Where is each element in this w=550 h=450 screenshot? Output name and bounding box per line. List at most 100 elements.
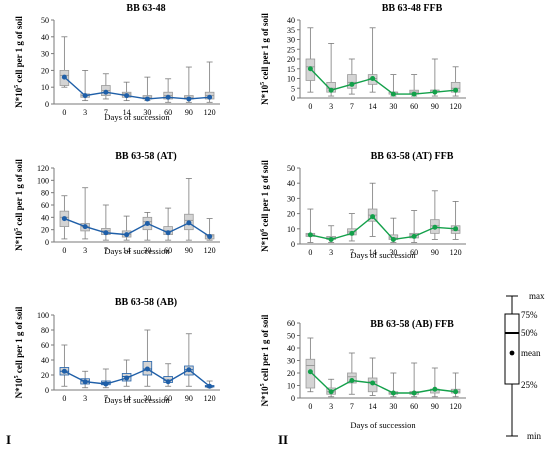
mean-point [370, 380, 376, 386]
x-tick-label: 120 [450, 248, 462, 257]
mean-point [82, 93, 88, 99]
x-tick-label: 3 [329, 248, 333, 257]
y-tick-label: 20 [41, 66, 49, 75]
x-tick-label: 7 [350, 102, 354, 111]
y-tick-label: 120 [37, 164, 49, 173]
y-tick-label: 20 [41, 226, 49, 235]
x-tick-label: 0 [308, 402, 312, 411]
x-tick-label: 3 [83, 394, 87, 403]
group-label-i: I [6, 432, 11, 447]
y-tick-label: 0 [45, 386, 49, 395]
legend-max-label: max [529, 291, 545, 301]
x-tick-label: 0 [308, 248, 312, 257]
y-tick-label: 10 [287, 382, 295, 391]
mean-point [432, 224, 438, 230]
y-tick-label: 80 [41, 326, 49, 335]
legend-mean-dot [509, 350, 515, 356]
x-tick-label: 90 [431, 402, 439, 411]
x-tick-label: 0 [62, 108, 66, 117]
x-tick-label: 3 [329, 102, 333, 111]
mean-point [411, 91, 417, 97]
y-tick-label: 50 [287, 164, 295, 173]
y-tick-label: 5 [291, 84, 295, 93]
mean-point [144, 366, 150, 372]
mean-point [328, 236, 334, 242]
y-tick-label: 0 [291, 394, 295, 403]
y-tick-label: 0 [45, 238, 49, 247]
x-tick-label: 30 [143, 246, 151, 255]
mean-point [124, 93, 130, 99]
x-tick-label: 14 [123, 108, 131, 117]
x-tick-label: 3 [329, 402, 333, 411]
mean-point [370, 214, 376, 220]
mean-point [82, 379, 88, 385]
y-tick-label: 50 [287, 332, 295, 341]
y-axis-label: N*105 cell per 1 g of soil [14, 159, 24, 251]
mean-point [328, 87, 334, 93]
mean-point [103, 381, 109, 387]
y-tick-label: 40 [41, 213, 49, 222]
x-tick-label: 0 [308, 102, 312, 111]
legend-median-label: 50% [521, 328, 538, 338]
x-tick-label: 3 [83, 108, 87, 117]
mean-point [453, 87, 459, 93]
x-tick-label: 90 [431, 102, 439, 111]
y-tick-label: 30 [287, 36, 295, 45]
mean-point [432, 89, 438, 95]
mean-point [349, 378, 355, 383]
y-tick-label: 30 [41, 50, 49, 59]
mean-point [370, 76, 376, 81]
panel-4: 0 10 20 30 40 50 0 3 7 14 30 60 90 120 Days of success… [260, 160, 466, 260]
panel-6-title: BB 63-58 (AB) FFB [370, 319, 454, 330]
y-tick-label: 35 [287, 26, 295, 35]
x-axis-label: Days of succession [104, 395, 170, 405]
x-tick-label: 120 [450, 402, 462, 411]
x-tick-label: 14 [123, 246, 131, 255]
x-axis-label: Days of succession [104, 112, 170, 122]
x-tick-label: 120 [450, 102, 462, 111]
y-axis-label: N*105 cell per 1 g of soil [260, 314, 270, 406]
group-label-ii: II [278, 432, 288, 447]
mean-point [390, 91, 396, 97]
x-tick-label: 14 [369, 102, 377, 111]
x-tick-label: 7 [104, 108, 108, 117]
mean-point [307, 232, 313, 238]
mean-point [186, 96, 192, 102]
x-tick-label: 60 [410, 102, 418, 111]
x-tick-label: 3 [83, 246, 87, 255]
x-tick-label: 60 [164, 108, 172, 117]
x-tick-label: 30 [143, 108, 151, 117]
mean-point [165, 94, 171, 100]
y-tick-label: 20 [287, 369, 295, 378]
x-axis-label: Days of succession [350, 420, 416, 430]
box [347, 74, 357, 89]
y-axis-label: N*105 cell per 1 g of soil [260, 13, 270, 105]
mean-point [390, 390, 396, 396]
mean-point [207, 383, 213, 389]
legend-mean-label: mean [521, 348, 541, 358]
y-tick-label: 30 [287, 194, 295, 203]
y-tick-label: 20 [287, 55, 295, 64]
x-tick-label: 0 [62, 394, 66, 403]
x-tick-label: 120 [204, 394, 216, 403]
mean-point [186, 220, 192, 226]
x-tick-label: 120 [204, 108, 216, 117]
x-tick-label: 30 [389, 402, 397, 411]
x-tick-label: 30 [143, 394, 151, 403]
mean-point [349, 230, 355, 236]
y-tick-label: 20 [41, 371, 49, 380]
mean-point [186, 367, 192, 373]
y-tick-label: 40 [287, 16, 295, 25]
mean-point [124, 375, 130, 381]
mean-point [349, 81, 355, 87]
y-tick-label: 15 [287, 65, 295, 74]
x-tick-label: 14 [123, 394, 131, 403]
y-axis-label: N*105 cell per 1 g of soil [14, 16, 24, 108]
panel-3: 0 20 40 60 80 100 120 0 3 7 14 30 60 90 120 Days of suc… [14, 159, 220, 256]
y-tick-label: 0 [291, 240, 295, 249]
mean-line [309, 371, 456, 394]
y-tick-label: 100 [37, 176, 49, 185]
mean-line [309, 68, 456, 95]
mean-point [453, 226, 459, 232]
